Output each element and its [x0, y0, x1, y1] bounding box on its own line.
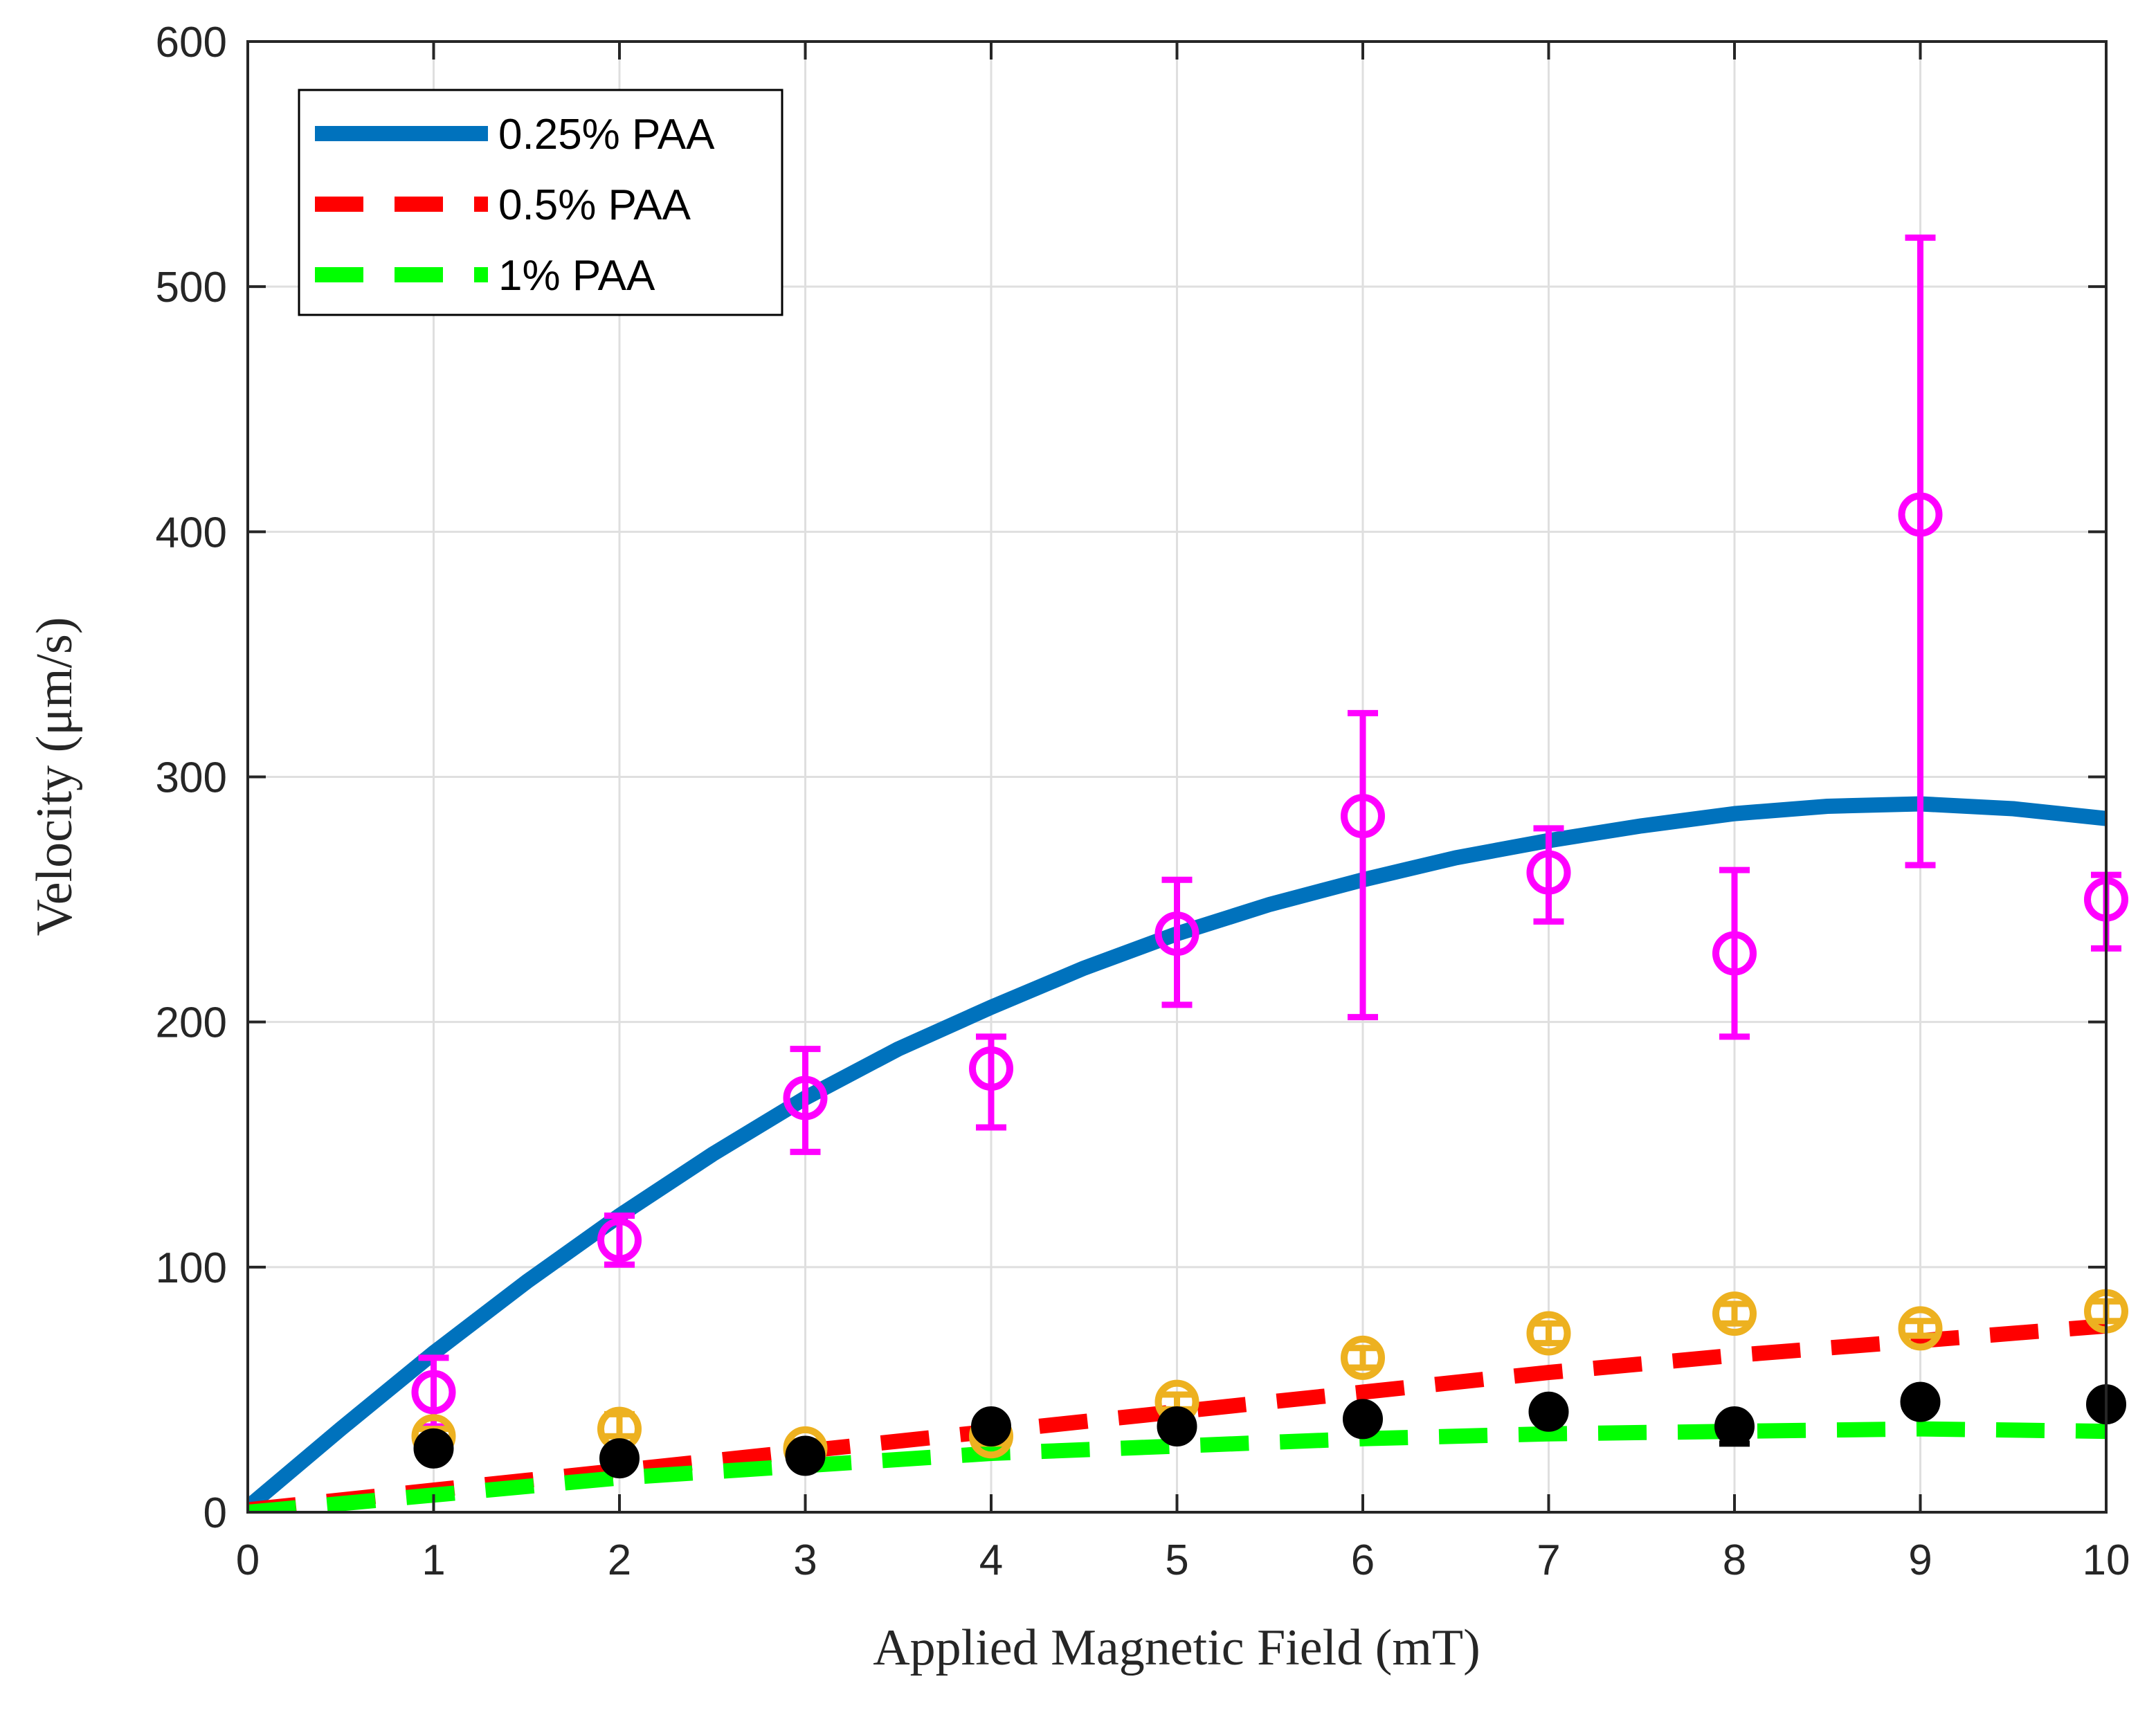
data-marker	[1712, 931, 1757, 976]
x-tick-label: 7	[1537, 1536, 1560, 1584]
legend-label-2: 1% PAA	[498, 252, 655, 300]
x-tick-label: 9	[1908, 1536, 1932, 1584]
series-3-point	[783, 1046, 828, 1155]
series-5-point	[1714, 1406, 1755, 1447]
series-3-point	[1898, 234, 1943, 869]
y-tick-label: 200	[156, 999, 227, 1047]
series-4-point	[1526, 1311, 1571, 1356]
series-5-point	[785, 1435, 826, 1476]
series-5-point	[1528, 1391, 1569, 1432]
data-marker	[1898, 492, 1943, 537]
legend-label-1: 0.5% PAA	[498, 181, 691, 229]
data-marker	[1341, 794, 1385, 839]
series-3-point	[969, 1033, 1013, 1131]
x-tick-label: 3	[793, 1536, 817, 1584]
data-marker	[785, 1435, 826, 1476]
y-tick-labels: 0 100 200 300 400 500 600	[156, 19, 227, 1537]
series-5-point	[971, 1406, 1011, 1447]
axis-ticks	[246, 40, 2108, 1514]
data-marker	[1157, 1406, 1197, 1447]
y-tick-label: 600	[156, 19, 227, 66]
series-3-point	[597, 1212, 642, 1268]
y-tick-label: 0	[203, 1489, 227, 1537]
data-marker	[969, 1046, 1013, 1091]
x-tick-label: 6	[1351, 1536, 1375, 1584]
data-marker	[1343, 1399, 1383, 1440]
data-marker	[783, 1076, 828, 1120]
data-marker	[1900, 1381, 1941, 1422]
data-marker	[1528, 1391, 1569, 1432]
data-marker	[1154, 911, 1199, 956]
data-marker	[1712, 1291, 1757, 1336]
data-marker	[413, 1428, 454, 1469]
series-5-point	[599, 1438, 640, 1479]
series-5-point	[1343, 1399, 1383, 1440]
data-marker	[411, 1370, 456, 1415]
series-3-point	[1341, 709, 1385, 1021]
x-tick-label: 0	[236, 1536, 260, 1584]
series-4-point	[1341, 1335, 1385, 1380]
x-tick-label: 2	[608, 1536, 631, 1584]
series-5-point	[413, 1428, 454, 1469]
data-marker	[1341, 1335, 1385, 1380]
series-3-point	[1712, 866, 1757, 1040]
y-tick-label: 100	[156, 1244, 227, 1292]
x-tick-labels: 0 1 2 3 4 5 6 7 8 9 10	[236, 1536, 2130, 1584]
legend: 0.25% PAA 0.5% PAA 1% PAA	[298, 89, 783, 316]
data-marker	[597, 1217, 642, 1262]
x-axis-title: Applied Magnetic Field (mT)	[873, 1619, 1480, 1676]
series-line-1	[248, 1318, 2106, 1512]
x-tick-label: 10	[2083, 1536, 2130, 1584]
y-axis-title: Velocity (μm/s)	[26, 617, 83, 936]
y-tick-label: 500	[156, 264, 227, 311]
y-tick-label: 400	[156, 509, 227, 556]
data-marker	[599, 1438, 640, 1479]
series-3-point	[1154, 876, 1199, 1008]
series-3-point	[1526, 825, 1571, 925]
data-marker	[1898, 1306, 1943, 1351]
y-tick-label: 300	[156, 754, 227, 802]
series-4-point	[1712, 1291, 1757, 1336]
data-marker	[1526, 1311, 1571, 1356]
data-marker	[1526, 850, 1571, 895]
legend-label-0: 0.25% PAA	[498, 111, 715, 158]
x-tick-label: 5	[1165, 1536, 1188, 1584]
data-marker	[1714, 1406, 1755, 1447]
data-markers	[411, 234, 2128, 1479]
series-line-2	[248, 1421, 2106, 1512]
x-tick-label: 4	[979, 1536, 1003, 1584]
x-tick-label: 1	[422, 1536, 445, 1584]
series-5-point	[1900, 1381, 1941, 1422]
data-marker	[971, 1406, 1011, 1447]
x-tick-label: 8	[1723, 1536, 1746, 1584]
series-5-point	[1157, 1406, 1197, 1447]
series-4-point	[1898, 1306, 1943, 1351]
